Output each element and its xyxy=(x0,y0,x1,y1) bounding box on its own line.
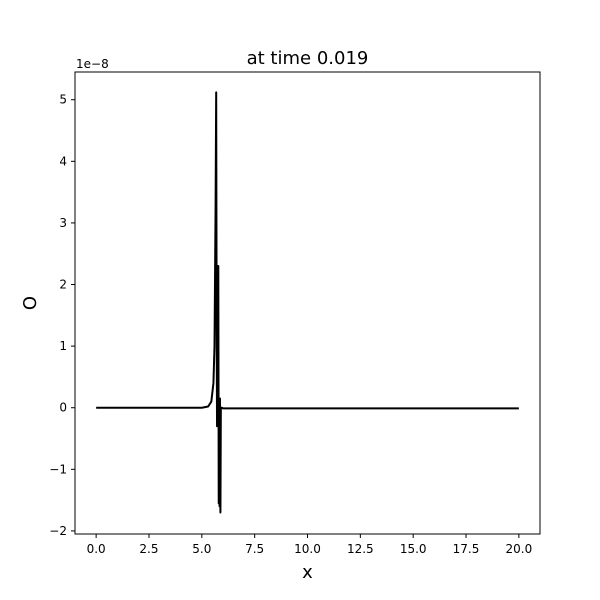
y-tick-label: 5 xyxy=(59,93,67,107)
chart-title: at time 0.019 xyxy=(247,48,369,69)
y-offset-label: 1e−8 xyxy=(76,57,109,71)
y-tick-label: 2 xyxy=(59,278,67,292)
y-tick-label: 3 xyxy=(59,216,67,230)
y-axis-label: O xyxy=(20,296,41,310)
x-tick-label: 20.0 xyxy=(506,542,533,556)
x-tick-label: 15.0 xyxy=(400,542,427,556)
x-tick-label: 2.5 xyxy=(139,542,158,556)
y-tick-label: 0 xyxy=(59,401,67,415)
x-tick-label: 10.0 xyxy=(294,542,321,556)
x-ticks: 0.0 2.5 5.0 7.5 10.0 12.5 15.0 17.5 20.0 xyxy=(87,534,533,556)
plot-frame xyxy=(74,71,541,535)
x-tick-label: 7.5 xyxy=(245,542,264,556)
series-line xyxy=(96,91,519,514)
x-tick-label: 12.5 xyxy=(347,542,374,556)
y-tick-label: −1 xyxy=(49,462,67,476)
y-ticks: −2 −1 0 1 2 3 4 5 xyxy=(49,93,75,538)
y-tick-label: −2 xyxy=(49,524,67,538)
x-tick-label: 5.0 xyxy=(192,542,211,556)
x-axis-label: x xyxy=(302,562,313,583)
y-tick-label: 4 xyxy=(59,154,67,168)
y-tick-label: 1 xyxy=(59,339,67,353)
x-tick-label: 0.0 xyxy=(87,542,106,556)
series-group xyxy=(96,91,519,514)
x-tick-label: 17.5 xyxy=(453,542,480,556)
